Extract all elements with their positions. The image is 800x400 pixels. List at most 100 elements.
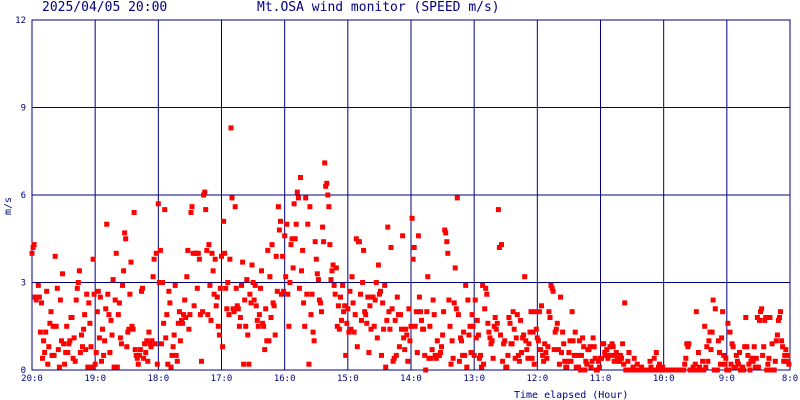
data-point [371,323,377,329]
data-point [727,329,733,335]
data-point [759,306,765,312]
data-point [154,361,160,367]
data-point [471,352,477,358]
data-point [578,367,583,373]
data-point [262,347,268,353]
data-point [242,297,248,303]
data-point [450,355,456,361]
data-point [599,355,605,361]
data-point [356,239,362,245]
data-point [740,364,746,370]
data-point [404,332,410,338]
x-tick-label: 13:0 [463,374,485,384]
data-point [210,268,216,274]
data-point [445,250,451,256]
data-point [394,294,400,300]
data-point [313,256,319,262]
data-point [476,355,482,361]
data-point [302,323,308,329]
data-point [261,323,267,329]
data-point [612,352,618,358]
data-point [574,352,580,358]
data-point [594,367,600,373]
data-point [433,355,439,361]
data-point [206,242,212,248]
data-point [35,282,41,288]
data-point [109,332,115,338]
data-point [466,332,472,338]
data-point [209,250,215,256]
data-point [380,300,386,306]
data-point [434,338,440,344]
data-point [489,338,495,344]
data-point [168,364,174,370]
data-point [46,344,52,350]
data-point [531,361,537,367]
data-point [784,358,790,364]
data-point [552,329,558,335]
data-point [596,364,602,370]
data-point [505,352,511,358]
data-point [45,361,51,367]
data-point [732,364,738,370]
data-point [75,280,81,285]
data-point [605,355,611,361]
data-point [173,352,179,358]
data-point [116,300,122,306]
data-point [156,280,162,285]
data-point [365,294,371,300]
data-point [610,344,616,350]
data-point [151,256,157,262]
data-point [448,361,454,367]
data-point [344,320,350,326]
data-point [504,364,510,370]
data-point [398,312,403,318]
data-point [347,288,353,294]
data-point [372,297,378,303]
x-axis-label: Time elapsed (Hour) [514,390,628,400]
data-point [73,297,79,303]
data-point [40,355,45,361]
data-point [275,204,281,210]
data-point [100,326,105,332]
y-axis-ticks: 0 3 6 9 12 [15,16,26,376]
data-point [639,364,645,370]
data-point [589,358,595,364]
data-point [757,317,762,323]
data-point [308,312,314,318]
data-point [306,361,312,367]
data-point [79,332,84,338]
data-point [316,297,322,303]
data-point [512,355,518,361]
data-point [569,309,575,315]
data-point [243,323,249,329]
data-point [438,350,443,355]
data-point [82,312,88,318]
data-point [105,291,111,297]
data-point [254,317,260,323]
data-point [558,294,563,300]
data-point [309,291,315,297]
data-point [134,355,140,361]
data-point [775,317,781,323]
data-point [367,303,373,309]
data-point [588,364,594,370]
data-point [695,350,701,355]
x-tick-label: 9:0 [719,374,735,384]
data-point [287,280,293,285]
data-point [712,306,718,312]
data-point [744,344,750,350]
data-point [485,320,491,326]
data-point [480,282,486,288]
x-tick-label: 12:0 [526,374,548,384]
data-point [296,285,302,291]
data-point [425,274,431,280]
data-point [83,347,89,353]
data-point [781,358,787,364]
data-point [554,320,560,326]
data-point [657,361,662,367]
data-point [541,358,547,364]
data-point [298,175,303,180]
data-point [524,347,530,353]
